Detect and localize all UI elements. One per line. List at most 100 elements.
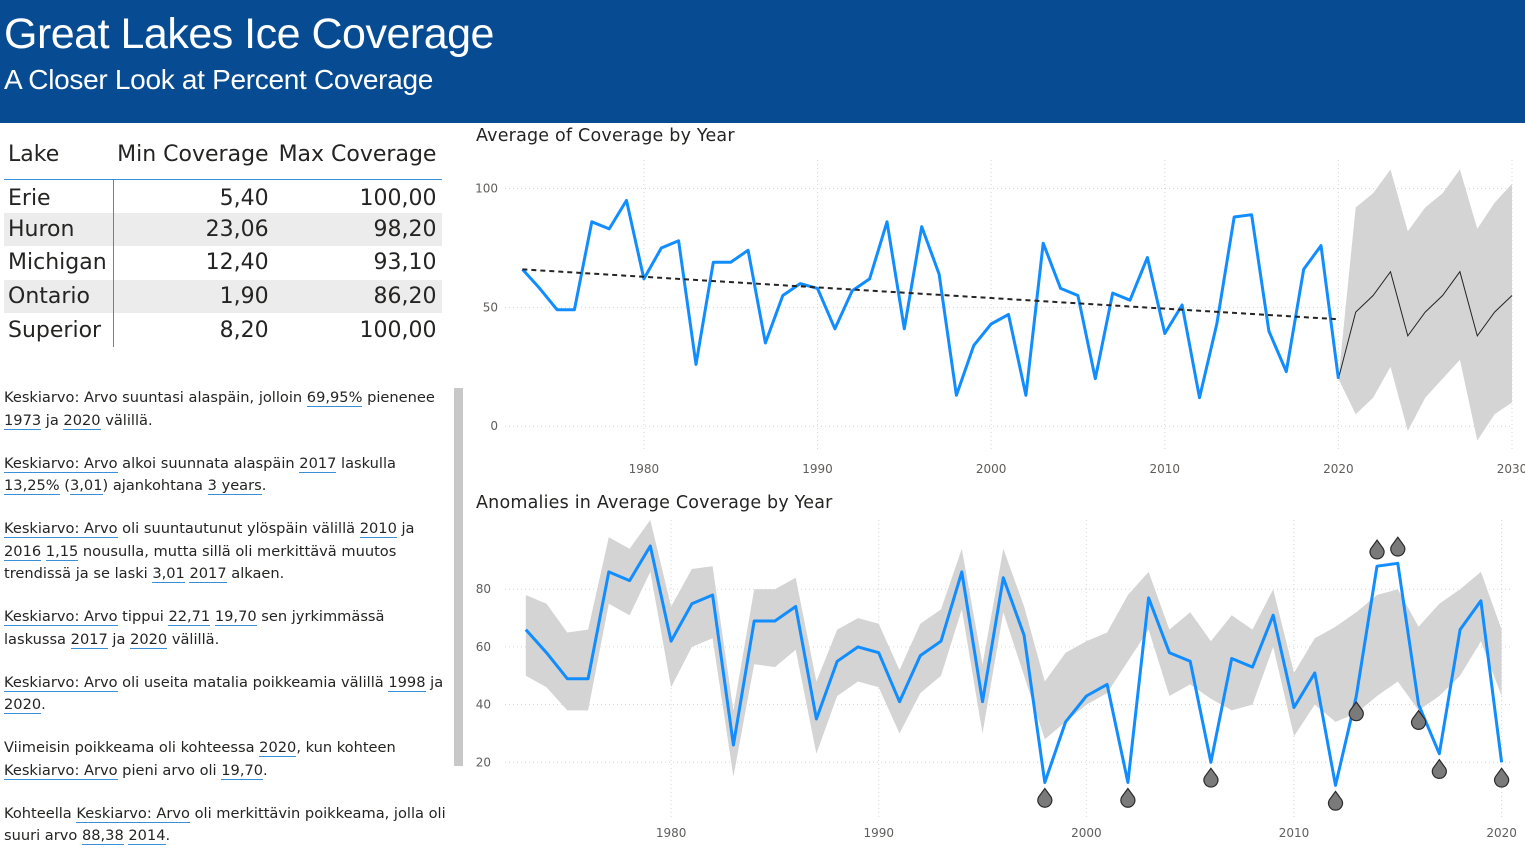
x-tick-label: 2010 bbox=[1279, 826, 1310, 840]
data-point bbox=[1284, 370, 1288, 374]
data-point bbox=[1479, 599, 1483, 603]
data-point bbox=[746, 248, 750, 252]
table-row[interactable]: Michigan 12,40 93,10 bbox=[4, 246, 442, 280]
narrative-value[interactable]: 2016 bbox=[4, 542, 42, 561]
narrative-value[interactable]: 2020 bbox=[4, 696, 42, 714]
data-point bbox=[897, 700, 901, 704]
data-point bbox=[989, 322, 993, 326]
narrative-text: sen jyrkimmässä laskussa bbox=[4, 608, 385, 648]
data-point bbox=[1336, 377, 1340, 381]
narrative-value[interactable]: 2014 bbox=[128, 827, 166, 845]
narrative-value[interactable]: 2017 bbox=[189, 565, 227, 583]
narrative-value[interactable]: 1973 bbox=[4, 411, 42, 430]
column-header-lake[interactable]: Lake bbox=[4, 131, 114, 180]
narrative-value[interactable]: 3,01 bbox=[152, 565, 185, 583]
narrative-value[interactable]: 2020 bbox=[63, 411, 101, 430]
data-point bbox=[607, 227, 611, 231]
narrative-scrollbar[interactable] bbox=[454, 388, 463, 766]
narrative-value[interactable]: 3 years bbox=[207, 477, 262, 495]
column-header-max-coverage[interactable]: Max Coverage bbox=[274, 131, 443, 180]
smart-narrative: Keskiarvo: Arvo suuntasi alaspäin, jollo… bbox=[4, 387, 450, 848]
narrative-value[interactable]: 1998 bbox=[388, 673, 426, 692]
narrative-value[interactable]: 69,95% bbox=[306, 389, 363, 407]
narrative-value[interactable]: 2020 bbox=[259, 739, 297, 757]
narrative-value[interactable]: 2017 bbox=[70, 630, 108, 649]
min-coverage-cell: 8,20 bbox=[219, 317, 269, 343]
data-point bbox=[731, 743, 735, 747]
x-tick-label: 2020 bbox=[1486, 826, 1517, 840]
narrative-value[interactable]: Keskiarvo: Arvo bbox=[4, 673, 118, 692]
data-point bbox=[1076, 293, 1080, 297]
min-coverage-cell: 12,40 bbox=[205, 250, 269, 276]
narrative-text: , kun kohteen bbox=[296, 739, 396, 756]
narrative-value[interactable]: 1,15 bbox=[45, 542, 79, 561]
data-point bbox=[524, 628, 528, 632]
data-point bbox=[877, 651, 881, 655]
data-point bbox=[1417, 703, 1421, 707]
table-row[interactable]: Ontario 1,90 86,20 bbox=[4, 279, 443, 314]
data-point bbox=[694, 362, 698, 366]
narrative-text: ) ajankohtana bbox=[102, 477, 208, 494]
data-point bbox=[607, 570, 611, 574]
narrative-value[interactable]: 2010 bbox=[359, 520, 397, 538]
min-coverage-cell: 1,90 bbox=[113, 279, 275, 314]
data-point bbox=[538, 286, 542, 290]
min-coverage-cell: 5,40 bbox=[219, 185, 269, 211]
narrative-text: oli useita matalia poikkeamia välillä bbox=[117, 673, 389, 691]
forecast-line bbox=[1337, 270, 1513, 379]
narrative-value[interactable]: Keskiarvo: Arvo bbox=[4, 761, 118, 780]
narrative-text: pienenee bbox=[362, 389, 435, 406]
data-point bbox=[1093, 377, 1097, 381]
narrative-text: välillä. bbox=[100, 411, 153, 429]
lake-name-cell: Michigan bbox=[4, 246, 114, 280]
data-point bbox=[850, 289, 854, 293]
narrative-text: . bbox=[261, 477, 267, 494]
narrative-value[interactable]: Keskiarvo: Arvo bbox=[76, 804, 190, 823]
data-point bbox=[868, 277, 872, 281]
data-point bbox=[711, 593, 715, 597]
data-point bbox=[939, 639, 943, 643]
narrative-value[interactable]: 2017 bbox=[299, 454, 337, 473]
narrative-value[interactable]: 19,70 bbox=[214, 608, 257, 626]
coverage-series-line bbox=[524, 544, 1504, 787]
data-point bbox=[1267, 329, 1271, 333]
data-point bbox=[677, 239, 681, 243]
data-point bbox=[1215, 322, 1219, 326]
data-point bbox=[555, 308, 559, 312]
narrative-paragraph: Kohteella Keskiarvo: Arvo oli merkittävi… bbox=[4, 803, 450, 848]
data-point bbox=[1163, 332, 1167, 336]
column-header-min-coverage[interactable]: Min Coverage bbox=[113, 131, 275, 180]
coverage-series-line bbox=[521, 198, 1340, 400]
narrative-text: . bbox=[263, 761, 268, 779]
data-point bbox=[954, 393, 958, 397]
data-point bbox=[669, 639, 673, 643]
narrative-value[interactable]: Keskiarvo: Arvo bbox=[4, 520, 118, 538]
table-row[interactable]: Erie 5,40 100,00 bbox=[4, 179, 442, 213]
data-point bbox=[642, 277, 646, 281]
narrative-value[interactable]: Keskiarvo: Arvo bbox=[4, 454, 118, 473]
data-point bbox=[1250, 213, 1254, 217]
narrative-value[interactable]: Keskiarvo: Arvo bbox=[4, 608, 118, 626]
data-point bbox=[1302, 267, 1306, 271]
narrative-value[interactable]: 2020 bbox=[130, 630, 168, 649]
table-header-row: Lake Min Coverage Max Coverage bbox=[4, 131, 443, 180]
narrative-paragraph: Keskiarvo: Arvo oli useita matalia poikk… bbox=[4, 672, 450, 717]
narrative-value[interactable]: 19,70 bbox=[221, 761, 264, 780]
narrative-value[interactable]: 13,25% bbox=[4, 477, 60, 495]
table-row[interactable]: Superior 8,20 100,00 bbox=[4, 313, 442, 347]
narrative-value[interactable]: 3,01 bbox=[70, 477, 103, 495]
narrative-text: Viimeisin poikkeama oli kohteessa bbox=[4, 739, 260, 756]
x-tick-label: 1990 bbox=[863, 826, 894, 840]
narrative-text: välillä. bbox=[167, 630, 220, 648]
anomaly-marker bbox=[1120, 787, 1136, 808]
table-row[interactable]: Huron 23,06 98,20 bbox=[4, 212, 443, 247]
x-tick-label: 1980 bbox=[656, 826, 687, 840]
narrative-value[interactable]: 22,71 bbox=[168, 608, 211, 626]
y-tick-label: 50 bbox=[483, 300, 498, 314]
report-header: Great Lakes Ice Coverage A Closer Look a… bbox=[0, 0, 1525, 123]
x-tick-label: 2030 bbox=[1497, 462, 1525, 476]
data-point bbox=[1043, 781, 1047, 785]
data-point bbox=[586, 677, 590, 681]
narrative-value[interactable]: 88,38 bbox=[81, 827, 124, 845]
page-subtitle: A Closer Look at Percent Coverage bbox=[4, 64, 434, 95]
